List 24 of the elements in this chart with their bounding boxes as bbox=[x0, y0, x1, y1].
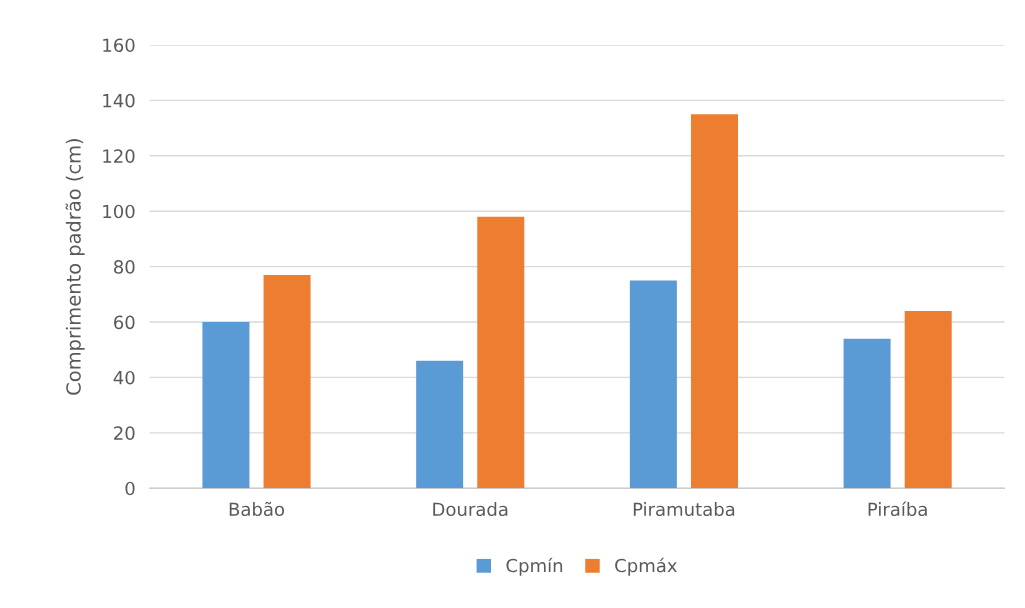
bar bbox=[843, 338, 891, 489]
x-tick-label: Dourada bbox=[433, 502, 508, 517]
y-tick-label: 160 bbox=[103, 38, 135, 53]
y-tick-label: 40 bbox=[113, 370, 135, 385]
bar bbox=[690, 114, 738, 489]
x-tick-label: Piramutaba bbox=[633, 502, 735, 517]
y-tick-label: 140 bbox=[103, 93, 135, 108]
y-tick-label: 20 bbox=[114, 426, 135, 440]
bar bbox=[416, 360, 464, 489]
bar bbox=[904, 310, 952, 489]
y-tick-label: 120 bbox=[103, 149, 135, 163]
x-tick-label: Babão bbox=[229, 501, 285, 517]
y-tick-label: 80 bbox=[114, 260, 135, 274]
y-tick-label: 0 bbox=[125, 481, 135, 496]
x-tick-label: Piraíba bbox=[868, 501, 927, 517]
y-tick-label: 60 bbox=[114, 315, 135, 330]
legend-label: Cpmáx bbox=[615, 557, 677, 576]
legend-label: Cpmín bbox=[506, 557, 563, 576]
bar bbox=[477, 216, 525, 489]
bar bbox=[629, 280, 677, 489]
bar bbox=[263, 274, 311, 489]
y-axis-title: Comprimento padrão (cm) bbox=[65, 139, 85, 395]
bar bbox=[202, 322, 250, 489]
y-tick-label: 100 bbox=[103, 204, 135, 219]
